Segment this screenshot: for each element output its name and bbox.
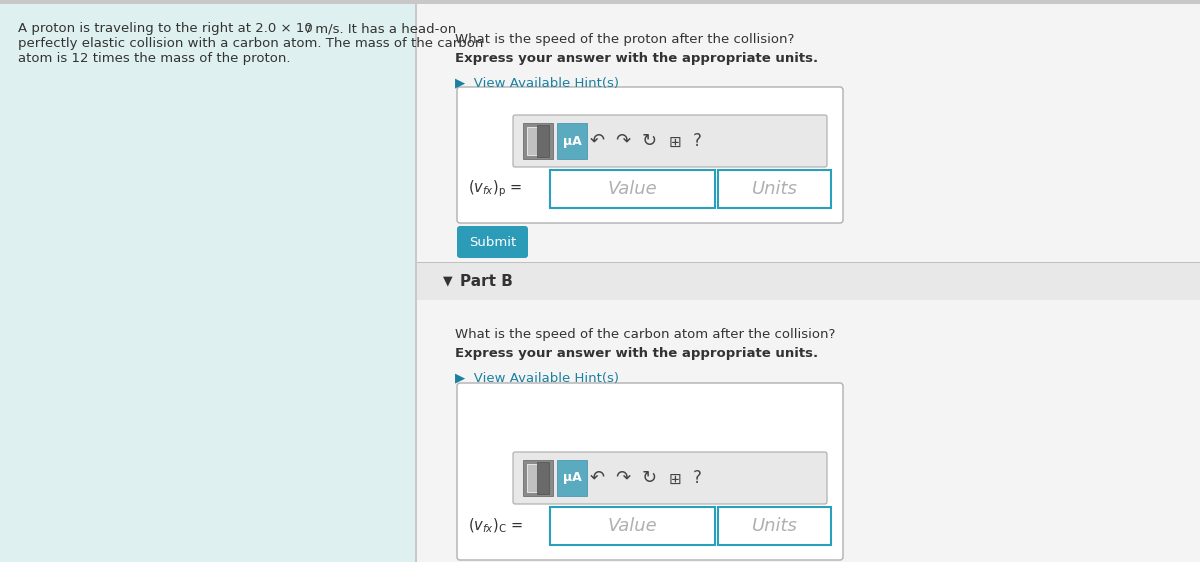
Text: ↶: ↶ xyxy=(589,132,605,150)
Text: ↶: ↶ xyxy=(589,469,605,487)
Text: Express your answer with the appropriate units.: Express your answer with the appropriate… xyxy=(455,52,818,65)
Bar xyxy=(0,0,415,562)
Bar xyxy=(718,170,830,208)
Bar xyxy=(718,507,830,545)
Text: ⊞: ⊞ xyxy=(668,134,682,149)
Text: $(v_{fx})_\mathrm{p}$ =: $(v_{fx})_\mathrm{p}$ = xyxy=(468,179,522,200)
Text: ?: ? xyxy=(692,469,702,487)
Text: $(v_{fx})_\mathrm{C}$ =: $(v_{fx})_\mathrm{C}$ = xyxy=(468,517,523,535)
Bar xyxy=(550,507,715,545)
Text: ↻: ↻ xyxy=(642,469,656,487)
Text: μA: μA xyxy=(563,134,581,147)
Text: ↷: ↷ xyxy=(616,469,630,487)
Text: ↻: ↻ xyxy=(642,132,656,150)
Bar xyxy=(523,123,553,159)
Text: Units: Units xyxy=(751,180,798,198)
Bar xyxy=(550,170,715,208)
Text: Express your answer with the appropriate units.: Express your answer with the appropriate… xyxy=(455,347,818,360)
Text: Units: Units xyxy=(751,517,798,535)
Bar xyxy=(418,262,1200,300)
Bar xyxy=(557,123,587,159)
Text: Submit: Submit xyxy=(469,235,516,248)
Text: Value: Value xyxy=(607,180,658,198)
Text: atom is 12 times the mass of the proton.: atom is 12 times the mass of the proton. xyxy=(18,52,290,65)
Bar xyxy=(538,462,550,494)
FancyBboxPatch shape xyxy=(457,226,528,258)
Bar xyxy=(418,262,1200,263)
Bar xyxy=(0,0,1200,4)
Bar xyxy=(415,0,418,562)
Text: 7: 7 xyxy=(304,25,311,35)
Text: ⊞: ⊞ xyxy=(668,472,682,487)
FancyBboxPatch shape xyxy=(457,383,842,560)
Bar xyxy=(527,127,541,155)
FancyBboxPatch shape xyxy=(514,115,827,167)
Text: ▼: ▼ xyxy=(443,274,452,288)
Text: perfectly elastic collision with a carbon atom. The mass of the carbon: perfectly elastic collision with a carbo… xyxy=(18,37,484,50)
Text: ?: ? xyxy=(692,132,702,150)
Text: Value: Value xyxy=(607,517,658,535)
Bar xyxy=(557,460,587,496)
Text: ▶  View Available Hint(s): ▶ View Available Hint(s) xyxy=(455,76,619,89)
FancyBboxPatch shape xyxy=(457,87,842,223)
FancyBboxPatch shape xyxy=(514,452,827,504)
Text: What is the speed of the proton after the collision?: What is the speed of the proton after th… xyxy=(455,33,794,46)
Text: μA: μA xyxy=(563,472,581,484)
Bar xyxy=(527,464,541,492)
Bar xyxy=(523,460,553,496)
Text: ▶  View Available Hint(s): ▶ View Available Hint(s) xyxy=(455,371,619,384)
Text: m/s. It has a head-on: m/s. It has a head-on xyxy=(311,22,456,35)
Bar xyxy=(538,125,550,157)
Text: What is the speed of the carbon atom after the collision?: What is the speed of the carbon atom aft… xyxy=(455,328,835,341)
Text: ↷: ↷ xyxy=(616,132,630,150)
Text: A proton is traveling to the right at 2.0 × 10: A proton is traveling to the right at 2.… xyxy=(18,22,313,35)
Text: Part B: Part B xyxy=(460,274,512,288)
